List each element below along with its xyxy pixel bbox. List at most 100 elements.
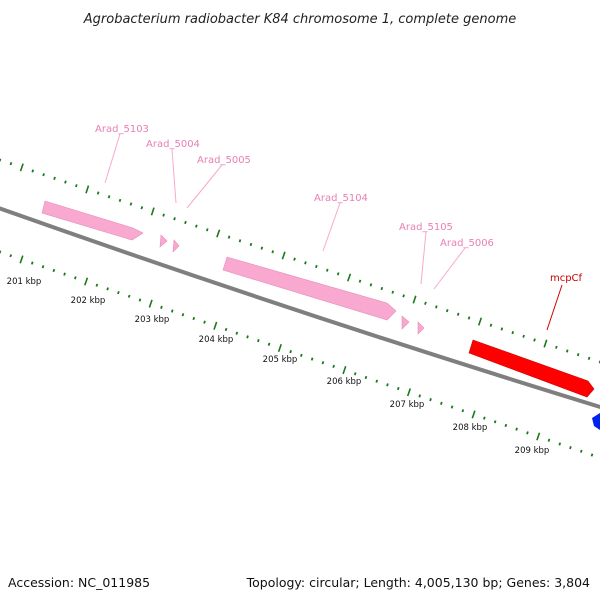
kbp-label: 209 kbp [515,446,550,456]
gene-arrow [172,239,180,253]
kbp-label: 202 kbp [71,296,106,306]
map-title: Agrobacterium radiobacter K84 chromosome… [83,12,516,27]
minor-tick [353,372,357,376]
major-tick [543,339,548,348]
minor-tick [483,416,486,420]
callout-line [420,231,427,285]
callout-line [322,202,341,252]
minor-tick [184,220,187,225]
major-tick [277,343,282,352]
gene-arad-5103[interactable]: Arad_5103 [41,124,149,241]
minor-tick [192,316,196,321]
accession-text: Accession: NC_011985 [8,575,150,590]
gene-arad-5005[interactable]: Arad_5005 [172,155,251,253]
gene-arrow [41,200,144,241]
minor-tick [271,250,275,254]
gene-arad-5004[interactable]: Arad_5004 [146,139,200,248]
callout-line [186,164,223,209]
minor-tick [435,305,438,309]
minor-tick [555,345,558,349]
minor-tick [9,162,13,166]
gene-arrow [468,339,595,398]
gene-arrow [401,315,410,330]
minor-tick [440,401,443,405]
minor-tick [95,283,99,287]
chromosome-backbone [0,206,600,410]
minor-tick [205,228,209,232]
gene-mcpcf[interactable]: mcpCf [468,273,595,398]
gene-label: mcpCf [550,273,583,284]
gene-label: Arad_5005 [197,155,251,166]
minor-tick [260,246,264,250]
kbp-label: 205 kbp [263,355,298,365]
gene-label: Arad_5105 [399,222,453,233]
major-tick [85,185,90,194]
topology-text: Topology: circular; Length: 4,005,130 bp… [246,575,590,590]
gene-arad-5104[interactable]: Arad_5104 [222,193,397,321]
gene-arad-5006[interactable]: Arad_5006 [417,238,494,335]
minor-tick [310,357,314,361]
minor-tick [304,261,307,265]
blue-gene-arrow[interactable] [592,413,600,430]
kbp-label: 206 kbp [327,377,362,387]
minor-tick [336,272,340,276]
minor-tick [293,257,296,261]
major-tick [19,255,24,264]
major-tick [150,207,155,216]
minor-tick [325,268,329,272]
callout-line [433,247,466,290]
minor-tick [576,353,580,357]
minor-tick [558,442,562,446]
minor-tick [173,217,176,221]
minor-tick [358,279,362,283]
major-tick [213,321,218,330]
gene-label: Arad_5103 [95,124,149,135]
kbp-label: 204 kbp [199,335,234,345]
callout-line [171,148,177,204]
minor-tick [96,191,100,195]
major-tick [148,299,153,308]
minor-tick [590,453,594,457]
minor-tick [504,423,508,428]
minor-tick [267,342,271,346]
minor-tick [249,242,253,247]
kbp-label: 208 kbp [453,423,488,433]
gene-arrow [159,234,168,248]
minor-tick [129,202,133,206]
minor-tick [500,327,504,331]
minor-tick [162,213,165,217]
minor-tick [181,313,185,317]
minor-tick [493,420,497,424]
callout-line [104,133,121,184]
gene-arad-5105[interactable]: Arad_5105 [399,222,453,330]
minor-tick [52,268,56,273]
gene-arrow [222,256,397,321]
gene-arrow [417,321,425,335]
minor-tick [41,265,45,269]
minor-tick [429,398,432,402]
minor-tick [170,309,174,313]
minor-tick [118,198,122,202]
gene-label: Arad_5004 [146,139,200,150]
minor-tick [257,339,260,343]
minor-tick [332,364,335,368]
minor-tick [375,379,379,383]
major-tick [536,432,541,441]
outer-tick-track [0,158,600,364]
major-tick [347,273,352,282]
major-tick [471,410,476,419]
minor-tick [63,272,66,276]
minor-tick [75,184,78,188]
minor-tick [227,235,231,239]
kbp-scale: 201 kbp 202 kbp 203 kbp 204 kbp 205 kbp 206 k… [7,277,550,456]
minor-tick [369,283,373,287]
minor-tick [396,386,400,391]
minor-tick [565,349,569,353]
minor-tick [138,298,142,302]
kbp-label: 207 kbp [390,400,425,410]
minor-tick [511,331,515,335]
minor-tick [9,254,13,258]
kbp-label: 201 kbp [7,277,42,287]
inner-tick-track [0,250,594,457]
